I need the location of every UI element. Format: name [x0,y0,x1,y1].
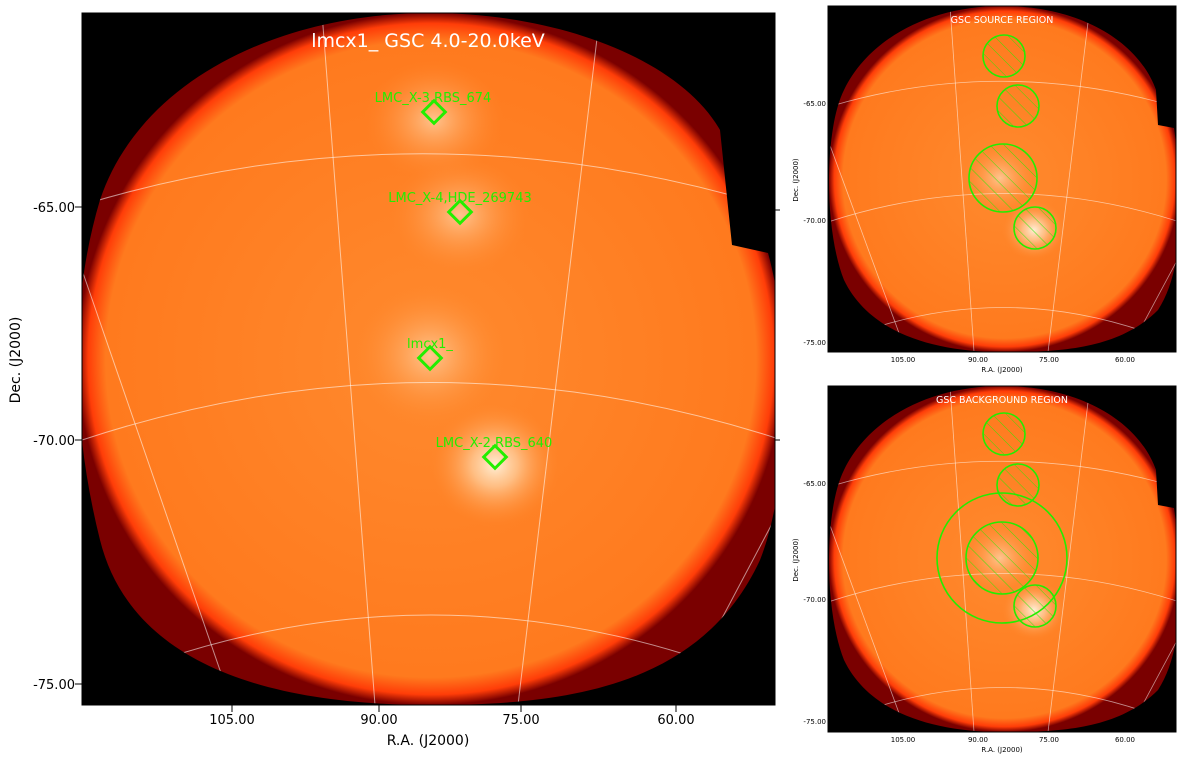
src-axes-frame [827,5,1177,353]
region-circle[interactable] [996,84,1040,128]
panel-title: GSC BACKGROUND REGION [936,395,1068,406]
x-tick-label: 60.00 [1115,736,1135,744]
x-axis-label: R.A. (J2000) [981,746,1023,754]
y-tick-label: -70.00 [803,217,826,225]
background-region-svg: GSC BACKGROUND REGION 105.00 90.00 75.00… [792,385,1177,754]
x-axis-label: R.A. (J2000) [387,733,470,749]
main-title: lmcx1_ GSC 4.0-20.0keV [311,30,545,52]
source-marker[interactable] [416,344,444,372]
glow-lmc-x-4 [390,155,530,275]
x-tick-label: 105.00 [209,713,255,728]
y-tick-label: -65.00 [803,480,826,488]
y-axis-label: Dec. (J2000) [8,317,24,404]
source-marker[interactable] [420,98,448,126]
bkg-axes-frame [827,385,1177,733]
x-tick-label: 105.00 [891,356,916,364]
x-tick-label: 90.00 [968,356,988,364]
x-tick-label: 90.00 [968,736,988,744]
y-tick-label: -70.00 [803,596,826,604]
main-image-panel: lmcx1_ GSC 4.0-20.0keV LMC_X-3,RBS_674 L… [8,12,780,749]
y-tick-label: -75.00 [803,718,826,726]
region-circle[interactable] [982,412,1026,456]
source-marker[interactable] [446,198,474,226]
y-tick-label: -70.00 [33,434,75,449]
source-marker[interactable] [481,443,509,471]
region-circle[interactable] [1013,206,1057,250]
y-tick-label: -75.00 [33,678,75,693]
glow-lmcx1 [355,285,505,425]
region-circle[interactable] [982,34,1026,78]
background-regions [936,412,1068,628]
x-tick-label: 75.00 [502,713,539,728]
y-axis-label: Dec. (J2000) [792,158,800,202]
source-region-panel: GSC SOURCE REGION 105.00 90.00 75.00 60.… [788,0,1182,378]
region-circle[interactable] [996,463,1040,507]
source-label: LMC_X-4,HDE_269743 [388,191,532,206]
glow-lmc-x-3 [364,60,504,180]
source-label: LMC_X-3,RBS_674 [375,91,492,106]
source-markers [416,98,509,471]
main-image-svg: lmcx1_ GSC 4.0-20.0keV LMC_X-3,RBS_674 L… [8,12,780,749]
x-tick-label: 75.00 [1039,356,1059,364]
region-circle[interactable] [1013,584,1057,628]
source-regions [968,34,1057,250]
y-tick-label: -65.00 [803,100,826,108]
x-tick-label: 60.00 [1115,356,1135,364]
glow-lmc-x-2 [430,403,560,527]
source-region-svg: GSC SOURCE REGION 105.00 90.00 75.00 60.… [792,5,1177,374]
x-tick-label: 60.00 [657,713,694,728]
x-axis-label: R.A. (J2000) [981,366,1023,374]
y-tick-label: -75.00 [803,339,826,347]
panel-title: GSC SOURCE REGION [951,15,1054,26]
x-tick-label: 105.00 [891,736,916,744]
source-label: LMC_X-2,RBS_640 [436,436,553,451]
main-ticks [75,206,780,712]
x-tick-label: 75.00 [1039,736,1059,744]
source-label: lmcx1_ [407,337,453,352]
y-tick-label: -65.00 [33,201,75,216]
background-region-panel: GSC BACKGROUND REGION 105.00 90.00 75.00… [788,380,1182,758]
region-circle[interactable] [968,143,1038,213]
region-circle[interactable] [965,521,1039,595]
y-axis-label: Dec. (J2000) [792,538,800,582]
x-tick-label: 90.00 [360,713,397,728]
main-axes-frame [81,12,776,706]
